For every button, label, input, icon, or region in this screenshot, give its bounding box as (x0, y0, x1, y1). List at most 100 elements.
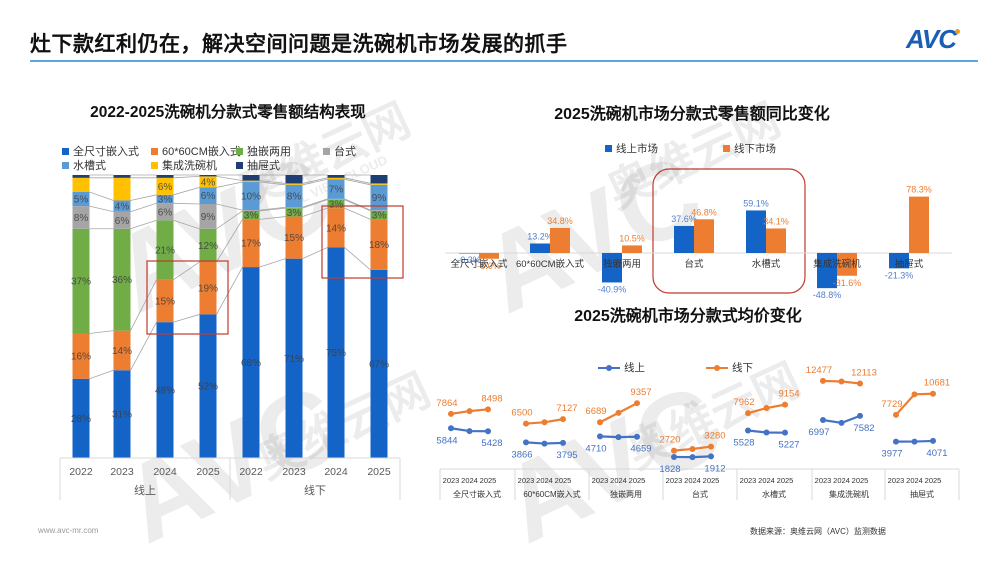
price-point (671, 453, 677, 460)
x-tick-label: 2023 (110, 466, 134, 478)
segment-label: 14% (326, 223, 346, 234)
year-label: 2023 (888, 476, 905, 485)
price-point (541, 440, 548, 447)
legend-swatch (151, 161, 158, 169)
price-label: 8498 (481, 393, 502, 404)
price-point (708, 443, 714, 450)
stacked-bar-segment (370, 175, 388, 184)
stacked-bar-segment (72, 378, 90, 458)
price-point (838, 419, 845, 426)
stacked-bar-segment (370, 184, 388, 211)
series-connector-line (89, 191, 114, 201)
year-label: 2025 (852, 476, 869, 485)
category-label: 集成洗碗机 (829, 489, 869, 499)
value-label: 46.8% (691, 207, 717, 217)
price-label: 5528 (733, 438, 754, 449)
line-marker-icon (706, 364, 728, 371)
legend-swatch (62, 147, 69, 155)
series-connector-line (344, 199, 371, 212)
series-connector-line (216, 181, 243, 188)
year-label: 2025 (777, 476, 794, 485)
series-connector-line (344, 207, 371, 220)
segment-label: 7% (329, 185, 344, 196)
price-point (911, 438, 918, 445)
price-point (763, 429, 770, 436)
segment-label: 4% (201, 177, 216, 188)
price-label: 4659 (630, 444, 651, 455)
data-source: 数据来源：奥维云网（AVC）监测数据 (750, 527, 886, 536)
legend-swatch (605, 145, 612, 152)
yoy-bar (459, 253, 479, 254)
stacked-bar-segment (199, 203, 217, 229)
price-label: 7582 (853, 423, 874, 434)
price-point (857, 412, 863, 419)
price-label: 7729 (881, 399, 902, 410)
price-point (820, 417, 826, 424)
year-label: 2025 (703, 476, 720, 485)
series-connector-line (302, 178, 328, 186)
legend-label: 水槽式 (73, 160, 106, 172)
price-point (634, 400, 640, 407)
x-tick-label: 2025 (196, 466, 220, 478)
price-label: 12477 (806, 365, 832, 376)
category-label: 独嵌两用 (603, 258, 641, 270)
value-label: 34.1% (763, 216, 789, 226)
segment-label: 6% (158, 207, 173, 218)
price-label: 5844 (436, 435, 457, 446)
year-label: 2024 (536, 476, 553, 485)
x-tick-label: 2025 (367, 466, 391, 478)
stacked-bar-segment (285, 258, 303, 458)
price-label: 7127 (556, 403, 577, 414)
legend-item-offline-market: 线下市场 (723, 141, 776, 156)
stacked-bar-segment (370, 210, 388, 211)
stacked-bar-segment (327, 247, 345, 458)
price-chart-title: 2025洗碗机市场分款式均价变化 (574, 308, 802, 325)
stacked-bar-segment (199, 187, 217, 204)
yoy-bar (674, 225, 694, 253)
price-point (857, 380, 863, 387)
year-label: 2025 (925, 476, 942, 485)
series-connector-line (259, 180, 286, 184)
series-connector-line (216, 219, 243, 263)
value-label: 10.5% (619, 233, 645, 243)
yoy-bar (889, 253, 909, 269)
price-point (485, 406, 491, 413)
legend-label: 抽屉式 (247, 160, 280, 172)
stacked-bar-segment (113, 370, 131, 458)
category-label: 水槽式 (752, 258, 781, 270)
price-point (763, 405, 770, 412)
category-label: 抽屉式 (910, 489, 934, 499)
legend-swatch (151, 147, 158, 155)
stacked-bar-segment (72, 333, 90, 379)
year-label: 2024 (461, 476, 478, 485)
stacked-bar-segment (156, 220, 174, 280)
segment-label: 9% (372, 193, 387, 204)
series-connector-line (173, 202, 200, 205)
price-point (708, 453, 714, 460)
structure-chart-title: 2022-2025洗碗机分款式零售额结构表现 (90, 104, 366, 121)
stacked-bar-segment (285, 175, 303, 184)
series-connector-line (89, 369, 114, 380)
segment-label: 75% (326, 348, 346, 359)
year-label: 2024 (833, 476, 850, 485)
yoy-bar (909, 196, 929, 253)
stacked-bar-segment (242, 182, 260, 211)
stacked-bar-segment (156, 322, 174, 458)
segment-label: 8% (287, 192, 302, 203)
legend-label: 台式 (334, 146, 356, 158)
value-label: 59.1% (743, 198, 769, 208)
stacked-bar-segment (113, 177, 131, 201)
legend-swatch (62, 161, 69, 169)
series-connector-line (173, 314, 200, 323)
legend-label: 线上 (624, 362, 645, 374)
series-connector-line (259, 216, 286, 220)
legend-item-offline: 线下 (706, 360, 753, 375)
x-tick-label: 2024 (153, 466, 177, 478)
price-label: 3866 (511, 449, 532, 460)
legend-label: 线下市场 (734, 143, 776, 155)
series-connector-line (302, 247, 328, 260)
segment-label: 3% (158, 195, 173, 206)
value-label: -21.3% (885, 270, 914, 280)
value-label: -31.6% (833, 278, 862, 288)
price-label: 4071 (926, 448, 947, 459)
